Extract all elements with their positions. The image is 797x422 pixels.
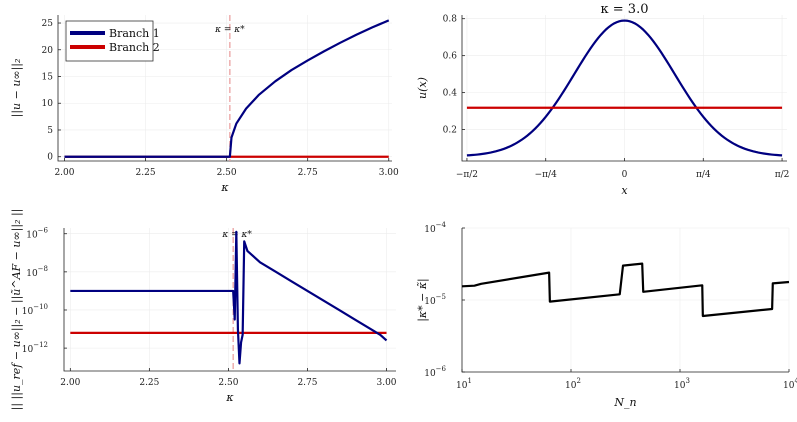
- panel-title: κ = 3.0: [601, 2, 649, 17]
- y-tick-label: 5: [47, 126, 53, 136]
- solution-curve: [466, 19, 783, 157]
- panel-kappa-error: 101 102 103 104 10−6 10−5 10−4 N_n |κ* − κ̃|: [416, 221, 797, 409]
- x-tick-label: 3.00: [376, 378, 396, 388]
- y-tick-label: 0.6: [443, 52, 458, 62]
- y-tick-label: 0.4: [443, 89, 458, 99]
- x-tick-label: −π/4: [535, 170, 557, 180]
- x-axis-label: N_n: [613, 396, 636, 409]
- y-tick-label: 0.8: [443, 15, 458, 25]
- kappa-error-line: [461, 262, 790, 318]
- norm-difference-line: [70, 230, 388, 365]
- axis-frame: [461, 15, 787, 162]
- y-tick-label: 15: [42, 73, 54, 83]
- x-tick-label: 103: [674, 377, 690, 391]
- y-tick-label: 10−6: [424, 365, 446, 379]
- legend-label: Branch 1: [109, 27, 160, 40]
- y-tick-label: 10−8: [26, 265, 48, 279]
- axis-frame: [461, 228, 789, 373]
- y-axis-label: ||u − u∞||₂: [10, 59, 24, 118]
- y-tick-label: 10−6: [26, 227, 48, 241]
- y-tick-label: 25: [42, 19, 54, 29]
- x-axis-label: κ: [225, 391, 234, 404]
- x-tick-label: 2.50: [218, 378, 238, 388]
- y-tick-label: 10−5: [424, 293, 446, 307]
- y-tick-label: 0.2: [443, 126, 457, 136]
- x-tick-label: 2.50: [217, 168, 237, 178]
- axis-frame: [63, 228, 396, 372]
- y-tick-label: 10−12: [22, 341, 48, 355]
- x-tick-label: 2.75: [298, 168, 318, 178]
- x-tick-label: 2.00: [54, 168, 74, 178]
- x-tick-label: 102: [565, 377, 581, 391]
- series-line-branch-1: [64, 19, 390, 158]
- legend-box: [65, 20, 154, 62]
- y-axis-label: || ||u_ref − u∞||₂ − ||ũ^AF − u∞||₂ ||: [10, 209, 24, 411]
- panel-branch-norm: 2.00 2.25 2.50 2.75 3.00 0 5 10 15 20 25 κ = κ* Bran…: [10, 15, 399, 194]
- x-tick-label: π/4: [696, 170, 711, 180]
- x-tick-label: 2.75: [297, 378, 317, 388]
- x-tick-label: 3.00: [379, 168, 399, 178]
- x-tick-label: 2.25: [136, 168, 156, 178]
- y-tick-label: 10: [42, 99, 54, 109]
- y-tick-label: 0: [47, 153, 53, 163]
- x-tick-label: 101: [456, 377, 472, 391]
- critical-kappa-label: κ = κ*: [214, 25, 245, 35]
- x-tick-label: 2.25: [139, 378, 159, 388]
- axis-frame: [57, 15, 392, 162]
- x-tick-label: π/2: [775, 170, 790, 180]
- x-tick-label: −π/2: [456, 170, 478, 180]
- x-tick-label: 104: [783, 377, 797, 391]
- y-axis-label: u(x): [416, 77, 429, 99]
- y-axis-label: |κ* − κ̃|: [416, 278, 430, 322]
- x-tick-label: 0: [622, 170, 628, 180]
- panel-solution-profile: −π/2 −π/4 0 π/4 π/2 0.2 0.4 0.6 0.8 κ = 3.0 x u(x): [416, 2, 789, 197]
- y-tick-label: 20: [42, 46, 54, 56]
- y-tick-label: 10−10: [22, 303, 48, 317]
- legend-label: Branch 2: [109, 41, 160, 54]
- x-axis-label: x: [621, 184, 628, 197]
- y-tick-label: 10−4: [424, 221, 446, 235]
- x-axis-label: κ: [220, 181, 229, 194]
- x-tick-label: 2.00: [60, 378, 80, 388]
